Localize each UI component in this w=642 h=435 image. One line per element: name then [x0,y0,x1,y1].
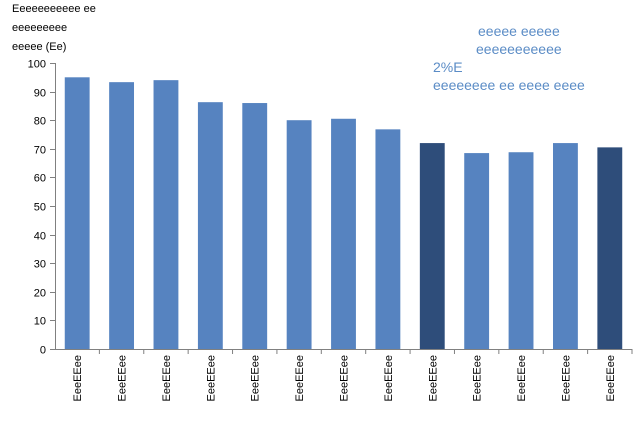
y-tick-label: 90 [34,88,46,100]
bar [597,147,623,349]
bar [553,143,578,349]
bar [464,153,490,349]
x-tick-label: EeeEEee [205,355,217,401]
x-tick-label: EeeEEee [339,355,351,401]
x-tick-label: EeeEEee [427,355,439,401]
y-tick-label: 70 [34,145,46,157]
y-tick-label: 100 [28,59,46,71]
y-tick-label: 0 [40,345,46,357]
x-tick-label: EeeEEee [516,355,528,401]
bar [508,152,534,349]
y-axis-title-line-2: eeeeeeeee [12,22,68,34]
annotation-1-line-1: eeeee eeeee [478,23,560,39]
bar [197,102,223,350]
x-tick-label: EeeEEee [560,355,572,401]
x-tick-label: EeeEEee [117,355,129,401]
bar [331,118,356,350]
y-axis-title-line-3: eeeee (Ee) [12,41,67,53]
x-tick-label: EeeEEee [250,355,262,401]
annotation-2-line-1: 2%E [433,59,463,75]
x-tick-label: EeeEEee [72,355,84,401]
x-tick-label: EeeEEee [472,355,484,401]
x-tick-label: EeeEEee [294,355,306,401]
bar [153,80,179,349]
y-tick-label: 10 [34,316,46,328]
y-tick-label: 40 [34,231,46,243]
y-tick-label: 80 [34,116,46,128]
y-tick-label: 60 [34,173,46,185]
bar [242,103,268,349]
bar [286,120,312,349]
y-tick-label: 30 [34,259,46,271]
annotation-2-line-2: eeeeeeee ee eeee eeee [433,77,585,93]
annotation-1-line-2: eeeeeeeeeee [476,41,562,57]
y-tick-label: 50 [34,202,46,214]
bar [375,129,401,349]
y-axis-title-line-1: Eeeeeeeeeee ee [12,3,96,15]
bar [109,82,135,349]
x-tick-label: EeeEEee [161,355,173,401]
x-tick-label: EeeEEee [605,355,617,401]
x-tick-label: EeeEEee [383,355,395,401]
y-tick-label: 20 [34,288,46,300]
bar [419,143,445,349]
bar [64,77,90,350]
